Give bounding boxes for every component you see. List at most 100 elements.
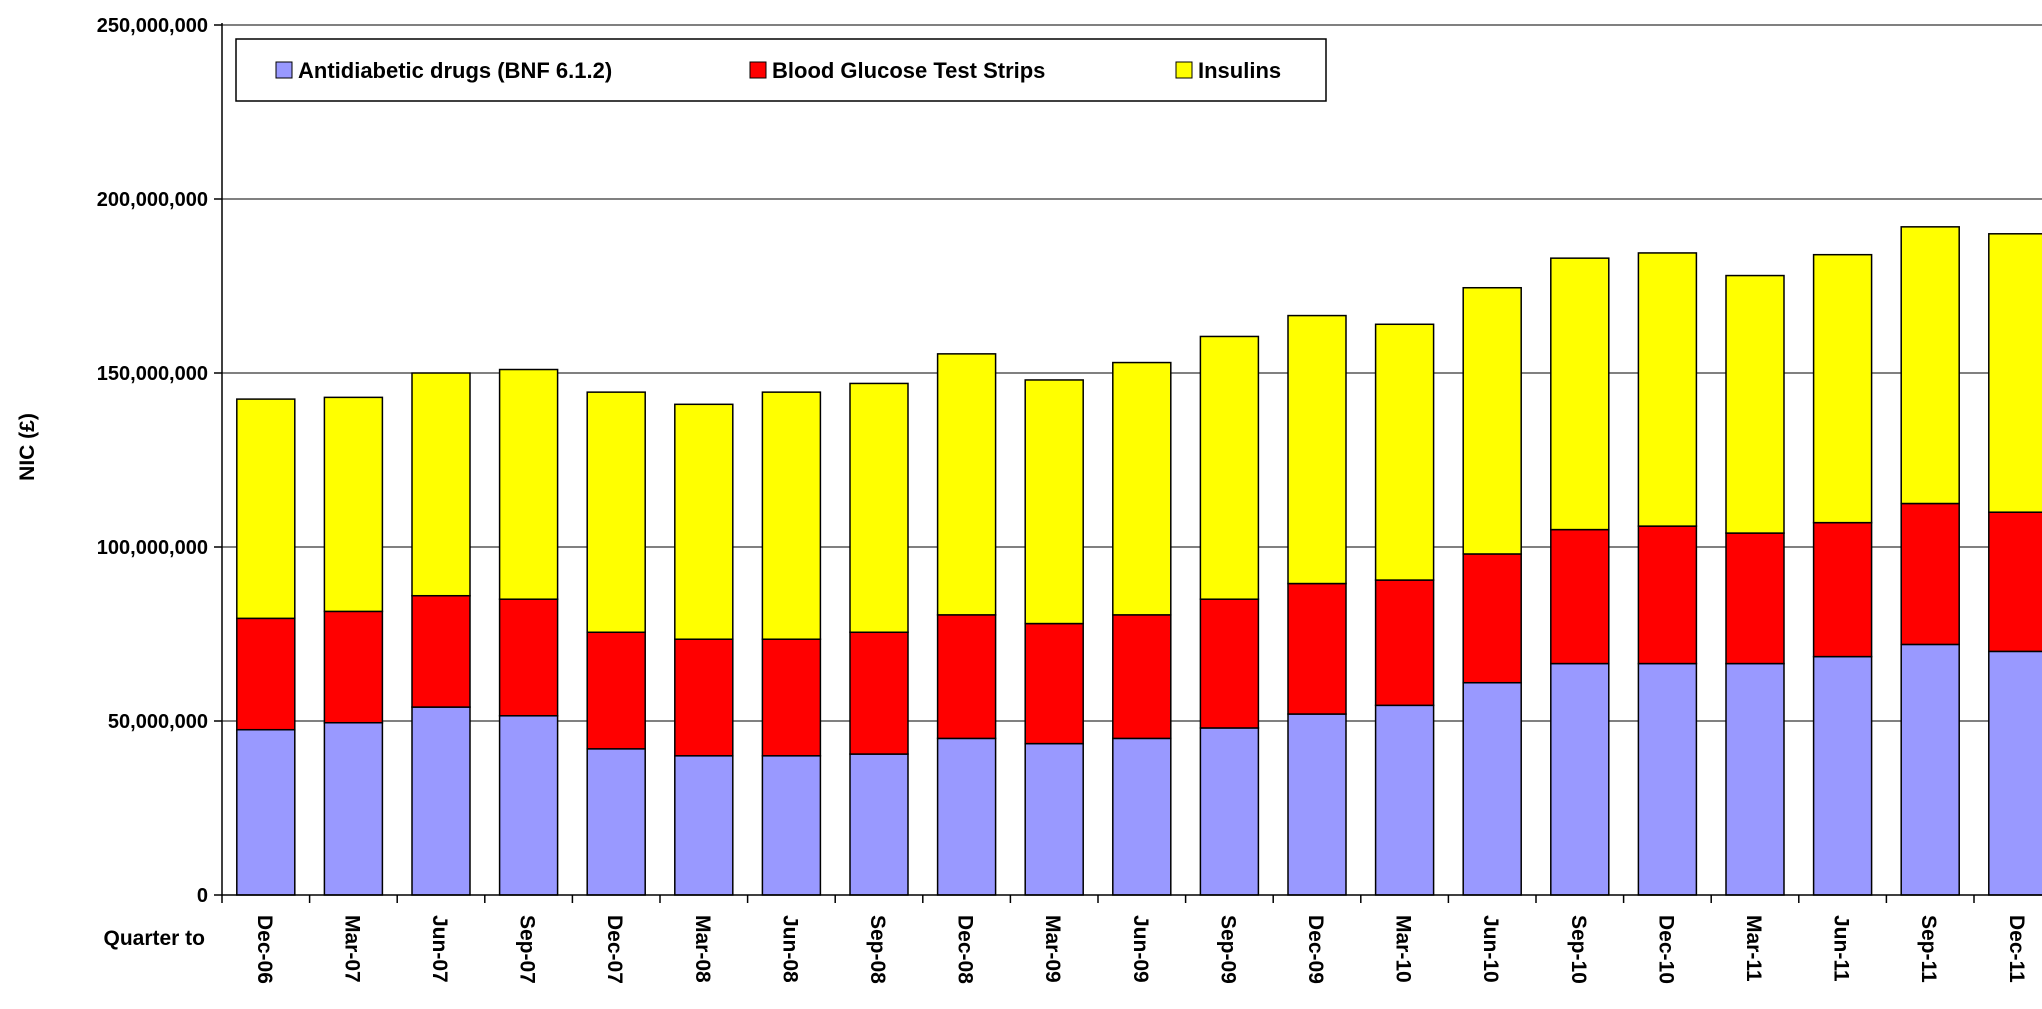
legend-label-test-strips: Blood Glucose Test Strips — [772, 58, 1045, 83]
bar-antidiabetic — [1637, 662, 1698, 896]
x-axis-label: Quarter to — [103, 927, 205, 950]
x-tick-label: Jun-10 — [1479, 915, 1502, 983]
bar-antidiabetic — [1112, 737, 1172, 896]
bar-insulins — [1024, 379, 1084, 625]
x-tick-label: Mar-09 — [1041, 915, 1064, 983]
bar-test-strips — [1725, 532, 1785, 665]
bar-antidiabetic — [1550, 662, 1610, 896]
legend-item-insulins: Insulins — [1175, 58, 1281, 83]
x-tick-label: Jun-08 — [778, 915, 801, 983]
bar-antidiabetic — [1725, 662, 1785, 896]
x-tick-label: Sep-10 — [1567, 915, 1590, 984]
legend: Antidiabetic drugs (BNF 6.1.2) Blood Glu… — [235, 38, 1327, 102]
bar-antidiabetic — [1900, 643, 1960, 896]
bar-antidiabetic — [236, 728, 296, 896]
bar-test-strips — [761, 638, 822, 757]
bar-test-strips — [1900, 502, 1960, 646]
x-tick-label: Dec-11 — [2005, 915, 2028, 983]
bar-test-strips — [936, 614, 997, 740]
bar-insulins — [1287, 314, 1347, 585]
bars — [236, 226, 2042, 896]
legend-label-insulins: Insulins — [1198, 58, 1281, 83]
bar-insulins — [236, 398, 296, 620]
bar-insulins — [1725, 274, 1785, 534]
bar-antidiabetic — [1462, 681, 1522, 896]
y-tick-label: 0 — [197, 885, 208, 907]
bar-insulins — [498, 368, 559, 600]
bar-insulins — [1462, 286, 1522, 555]
bar-test-strips — [323, 610, 384, 724]
bar-insulins — [411, 372, 471, 597]
bar-insulins — [849, 382, 909, 634]
y-tick-label: 250,000,000 — [97, 15, 208, 37]
bar-antidiabetic — [498, 715, 559, 896]
x-tick-label: Jun-07 — [428, 915, 451, 983]
bar-antidiabetic — [936, 737, 997, 896]
x-tick-label: Dec-09 — [1304, 915, 1327, 984]
axes — [214, 23, 2042, 903]
bar-test-strips — [849, 631, 909, 755]
x-tick-label: Mar-07 — [340, 915, 363, 983]
bar-insulins — [1988, 233, 2042, 513]
x-tick-label: Mar-10 — [1392, 915, 1415, 983]
x-tick-label: Dec-07 — [603, 915, 626, 984]
legend-label-antidiabetic: Antidiabetic drugs (BNF 6.1.2) — [298, 58, 612, 83]
x-tick-label: Sep-07 — [516, 915, 539, 984]
x-tick-label: Jun-09 — [1129, 915, 1152, 983]
y-tick-label: 150,000,000 — [97, 363, 208, 385]
bar-test-strips — [1812, 521, 1873, 658]
bar-antidiabetic — [1287, 713, 1347, 896]
x-tick-label: Jun-11 — [1830, 915, 1853, 982]
bar-antidiabetic — [411, 706, 471, 896]
bar-insulins — [1374, 323, 1435, 581]
bar-test-strips — [1112, 614, 1172, 740]
bar-test-strips — [411, 594, 471, 708]
x-tick-label: Mar-11 — [1742, 915, 1765, 982]
legend-swatch-insulins — [1175, 61, 1193, 79]
bar-insulins — [1112, 361, 1172, 616]
legend-swatch-antidiabetic — [275, 61, 293, 79]
bar-antidiabetic — [1812, 655, 1873, 896]
bar-insulins — [761, 391, 822, 640]
legend-item-test-strips: Blood Glucose Test Strips — [749, 58, 1045, 83]
legend-box — [235, 38, 1327, 102]
bar-antidiabetic — [761, 755, 822, 896]
x-tick-label: Dec-08 — [954, 915, 977, 984]
bar-test-strips — [1199, 598, 1260, 729]
x-tick-label: Sep-11 — [1917, 915, 1940, 983]
x-tick-labels: Dec-06 Mar-07 Jun-07 Sep-07 Dec-07 Mar-08 Jun-… — [253, 915, 2028, 984]
bar-insulins — [936, 353, 997, 616]
bar-insulins — [1812, 253, 1873, 524]
bar-antidiabetic — [674, 755, 734, 896]
x-tick-label: Mar-08 — [691, 915, 714, 983]
bar-insulins — [1550, 257, 1610, 531]
bar-antidiabetic — [323, 721, 384, 896]
x-tick-label: Dec-10 — [1654, 915, 1677, 984]
bar-test-strips — [236, 617, 296, 731]
y-tick-label: 100,000,000 — [97, 537, 208, 559]
bar-test-strips — [586, 631, 646, 750]
bar-test-strips — [1550, 528, 1610, 665]
bar-test-strips — [1374, 579, 1435, 707]
bar-insulins — [1900, 226, 1960, 505]
y-tick-label: 200,000,000 — [97, 189, 208, 211]
bar-insulins — [1199, 335, 1260, 600]
bar-antidiabetic — [1988, 650, 2042, 896]
legend-item-antidiabetic: Antidiabetic drugs (BNF 6.1.2) — [275, 58, 612, 83]
bar-antidiabetic — [586, 748, 646, 896]
bar-test-strips — [1462, 553, 1522, 684]
x-tick-label: Dec-06 — [253, 915, 276, 984]
y-tick-label: 50,000,000 — [108, 711, 208, 733]
bar-antidiabetic — [1024, 742, 1084, 896]
bar-insulins — [323, 396, 384, 613]
bar-antidiabetic — [1199, 727, 1260, 896]
bar-antidiabetic — [1374, 704, 1435, 896]
bar-insulins — [586, 391, 646, 634]
bar-antidiabetic — [849, 753, 909, 896]
bar-test-strips — [674, 638, 734, 757]
bar-test-strips — [1637, 525, 1698, 665]
legend-swatch-test-strips — [749, 61, 767, 79]
bar-test-strips — [1287, 582, 1347, 715]
y-axis-label: NIC (£) — [16, 413, 39, 481]
